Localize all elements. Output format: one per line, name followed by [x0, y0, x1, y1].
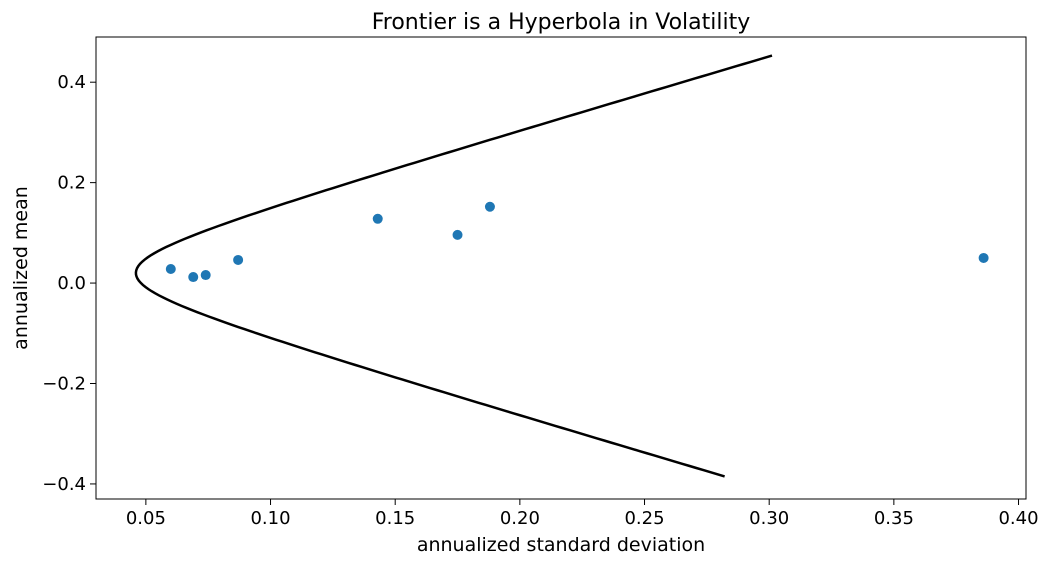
x-tick-label: 0.05 — [126, 508, 166, 529]
data-point — [372, 213, 383, 224]
y-tick-label: −0.2 — [42, 374, 86, 395]
data-point — [233, 254, 244, 265]
y-tick-label: 0.2 — [57, 173, 86, 194]
data-point — [165, 264, 176, 275]
x-tick-label: 0.20 — [500, 508, 540, 529]
y-tick-label: −0.4 — [42, 474, 86, 495]
frontier-line — [134, 54, 773, 478]
x-tick-label: 0.10 — [250, 508, 290, 529]
x-tick-label: 0.25 — [624, 508, 664, 529]
data-point — [200, 270, 211, 281]
y-tick-label: 0.4 — [57, 72, 86, 93]
x-tick-label: 0.15 — [375, 508, 415, 529]
y-tick-label: 0.0 — [57, 273, 86, 294]
y-axis: −0.4 −0.2 0.0 0.2 0.4 — [42, 72, 96, 495]
x-axis: 0.05 0.10 0.15 0.20 0.25 0.30 0.35 0.40 — [126, 499, 1039, 529]
data-point — [978, 252, 989, 263]
x-tick-label: 0.30 — [749, 508, 789, 529]
plot-area — [95, 36, 1027, 500]
data-point — [188, 272, 199, 283]
points-layer — [165, 201, 989, 283]
x-tick-label: 0.35 — [874, 508, 914, 529]
data-point — [484, 201, 495, 212]
chart-title: Frontier is a Hyperbola in Volatility — [372, 10, 751, 35]
y-axis-label: annualized mean — [10, 186, 32, 350]
x-tick-label: 0.40 — [998, 508, 1038, 529]
x-axis-label: annualized standard deviation — [417, 534, 705, 556]
data-point — [452, 229, 463, 240]
frontier-layer — [134, 54, 773, 478]
